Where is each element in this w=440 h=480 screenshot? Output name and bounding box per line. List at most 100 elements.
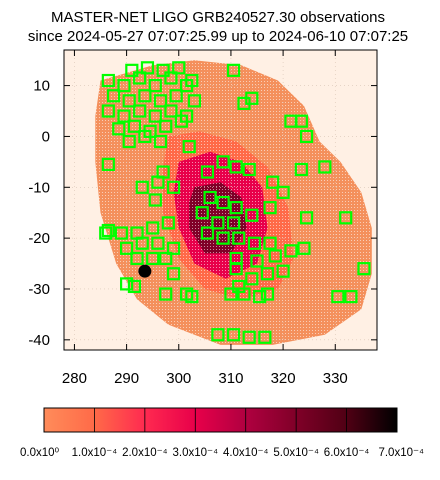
field-box bbox=[226, 216, 241, 230]
field-box bbox=[166, 267, 181, 281]
field-box bbox=[146, 251, 160, 266]
colorbar-label: 1.0x10⁻⁴ bbox=[72, 447, 118, 459]
field-box bbox=[226, 328, 241, 342]
field-box bbox=[156, 63, 170, 77]
field-box bbox=[133, 71, 147, 85]
field-box bbox=[299, 129, 314, 144]
field-box bbox=[187, 94, 202, 108]
field-box bbox=[119, 277, 134, 291]
field-box bbox=[229, 262, 243, 276]
field-box bbox=[169, 89, 183, 103]
field-box bbox=[164, 71, 178, 85]
field-box bbox=[182, 140, 196, 154]
field-box bbox=[153, 94, 168, 108]
field-box bbox=[153, 134, 168, 149]
y-tick-label: 10 bbox=[33, 78, 50, 95]
marker-point bbox=[138, 264, 152, 278]
x-tick-label: 310 bbox=[218, 370, 243, 387]
field-box bbox=[216, 155, 230, 169]
field-box bbox=[151, 175, 165, 189]
field-box bbox=[318, 160, 332, 174]
colorbar-ticks: 0.0x10⁰ 1.0x10⁻⁴ 2.0x10⁻⁴ 3.0x10⁻⁴ 4.0x10⁻⁴ 5… bbox=[20, 408, 424, 459]
field-box bbox=[247, 236, 262, 250]
y-tick-label: -30 bbox=[28, 281, 50, 298]
field-box bbox=[229, 201, 243, 215]
field-box bbox=[166, 180, 181, 194]
field-box bbox=[174, 114, 188, 128]
field-box bbox=[148, 78, 162, 93]
field-box bbox=[148, 193, 162, 207]
field-box bbox=[226, 63, 241, 77]
field-box bbox=[159, 287, 173, 301]
field-box bbox=[159, 119, 173, 133]
axes: 280 290 300 310 320 330 10 0 -10 -20 -30 -40 bbox=[28, 50, 377, 387]
field-box bbox=[266, 175, 280, 189]
field-box bbox=[164, 104, 178, 118]
chart-subtitle: since 2024-05-27 07:07:25.99 up to 2024-… bbox=[28, 28, 408, 45]
field-box bbox=[133, 104, 147, 118]
field-box bbox=[250, 254, 264, 268]
field-box bbox=[263, 236, 277, 250]
y-tick-label: -10 bbox=[28, 179, 50, 196]
field-box bbox=[127, 279, 142, 294]
field-box bbox=[148, 109, 162, 123]
field-box bbox=[299, 211, 314, 225]
field-box bbox=[122, 94, 136, 108]
field-box bbox=[344, 290, 358, 304]
field-box bbox=[140, 61, 155, 75]
field-box bbox=[125, 63, 139, 77]
colorbar-label: 6.0x10⁻⁴ bbox=[324, 447, 370, 459]
field-box bbox=[229, 160, 243, 174]
colorbar-label: 4.0x10⁻⁴ bbox=[223, 447, 269, 459]
field-box bbox=[339, 211, 353, 225]
field-box bbox=[263, 201, 277, 215]
field-box bbox=[106, 89, 121, 103]
field-box bbox=[172, 61, 186, 75]
field-box bbox=[260, 267, 275, 281]
x-tick-label: 330 bbox=[323, 370, 348, 387]
colorbar-label: 5.0x10⁻⁴ bbox=[273, 447, 319, 459]
field-box bbox=[117, 78, 131, 93]
field-box bbox=[101, 157, 115, 172]
field-box bbox=[258, 330, 272, 344]
field-box bbox=[237, 287, 251, 301]
field-box bbox=[216, 231, 230, 245]
field-box bbox=[99, 226, 113, 240]
field-box bbox=[216, 195, 230, 210]
field-box bbox=[101, 223, 115, 238]
field-box bbox=[203, 190, 217, 205]
x-tick-label: 280 bbox=[62, 370, 87, 387]
field-box bbox=[245, 208, 259, 222]
field-box bbox=[185, 73, 199, 88]
field-box bbox=[253, 290, 267, 304]
field-box bbox=[200, 226, 215, 240]
field-box bbox=[245, 272, 259, 286]
field-box bbox=[138, 89, 152, 103]
field-box bbox=[101, 73, 115, 88]
field-box bbox=[117, 109, 131, 123]
field-box bbox=[284, 244, 298, 258]
field-box bbox=[195, 206, 209, 220]
colorbar-label: 7.0x10⁻⁴ bbox=[378, 447, 424, 459]
field-box bbox=[232, 231, 246, 245]
field-box bbox=[185, 290, 199, 304]
y-tick-label: -20 bbox=[28, 230, 50, 247]
field-box bbox=[151, 236, 165, 250]
field-box bbox=[211, 216, 225, 230]
field-box bbox=[101, 104, 115, 118]
colorbar-label: 3.0x10⁻⁴ bbox=[173, 447, 219, 459]
field-box bbox=[122, 134, 136, 149]
grid bbox=[64, 50, 377, 350]
field-box bbox=[276, 185, 290, 199]
field-box bbox=[161, 216, 175, 230]
field-box bbox=[166, 241, 181, 255]
y-tick-label: 0 bbox=[42, 128, 50, 145]
field-box bbox=[242, 162, 256, 177]
plot-frame bbox=[63, 49, 378, 351]
colorbar bbox=[43, 407, 398, 433]
field-box bbox=[331, 290, 345, 304]
field-box bbox=[159, 251, 173, 266]
x-tick-label: 290 bbox=[114, 370, 139, 387]
chart-title: MASTER-NET LIGO GRB240527.30 observation… bbox=[51, 9, 385, 26]
